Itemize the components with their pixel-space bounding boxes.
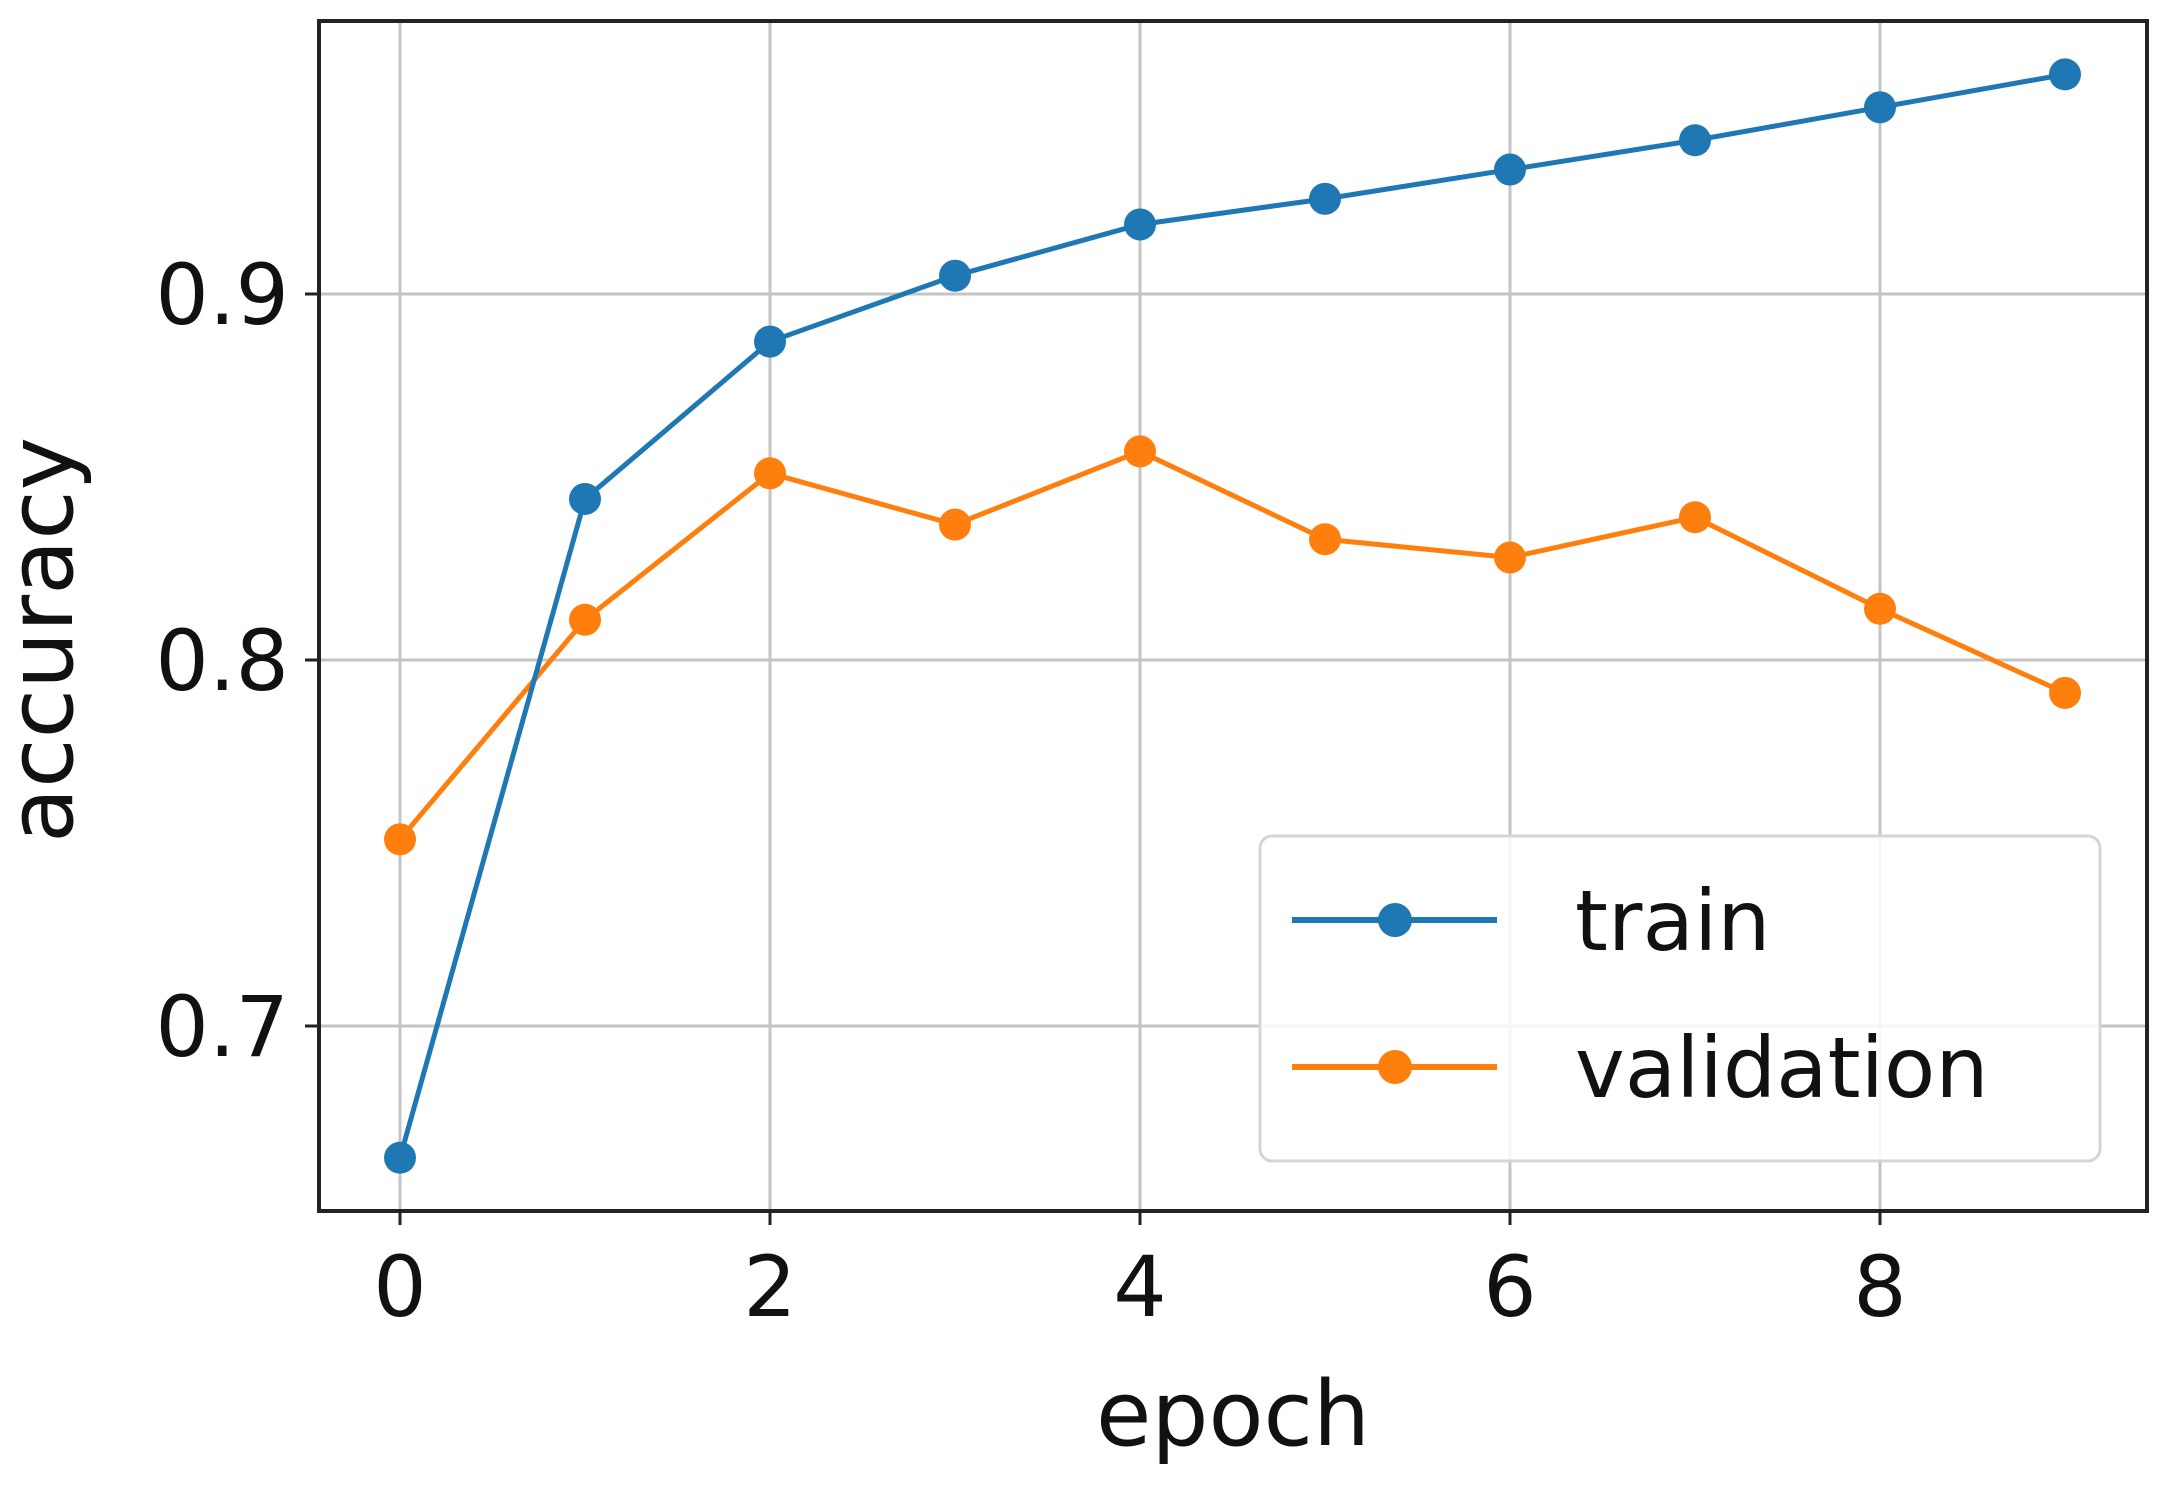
train-marker-icon <box>754 325 786 358</box>
train-marker-icon <box>939 259 971 292</box>
train-marker-icon <box>1864 91 1896 124</box>
x-tick-label: 4 <box>1113 1238 1166 1336</box>
y-axis-ticks: 0.7 0.8 0.9 <box>155 246 319 1076</box>
validation-marker-icon <box>384 823 416 856</box>
legend-train-marker-icon <box>1378 903 1412 937</box>
x-axis-ticks: 0 2 4 6 8 <box>373 1211 1907 1336</box>
validation-marker-icon <box>939 508 971 541</box>
legend: train validation <box>1258 834 2102 1163</box>
train-marker-icon <box>1494 153 1526 186</box>
validation-marker-icon <box>2049 676 2081 709</box>
validation-marker-icon <box>1494 541 1526 574</box>
legend-item-validation: validation <box>1292 1019 1989 1117</box>
x-axis-label: epoch <box>1096 1362 1370 1467</box>
legend-validation-label: validation <box>1575 1019 1989 1117</box>
legend-train-label: train <box>1575 872 1771 970</box>
x-tick-label: 2 <box>743 1238 796 1336</box>
y-tick-label: 0.8 <box>155 612 289 710</box>
train-marker-icon <box>1124 208 1156 241</box>
train-marker-icon <box>384 1141 416 1174</box>
train-marker-icon <box>1679 124 1711 157</box>
x-tick-label: 8 <box>1853 1238 1906 1336</box>
validation-line <box>398 448 2067 841</box>
plot-frame <box>317 19 2149 1213</box>
series-validation <box>384 435 2081 856</box>
train-marker-icon <box>2049 58 2081 91</box>
plot-series <box>384 58 2081 1174</box>
series-train <box>384 58 2081 1174</box>
train-marker-icon <box>1309 182 1341 215</box>
validation-marker-icon <box>1679 501 1711 534</box>
y-tick-label: 0.7 <box>155 978 289 1076</box>
legend-validation-marker-icon <box>1378 1050 1412 1084</box>
validation-marker-icon <box>569 603 601 636</box>
validation-marker-icon <box>754 457 786 490</box>
x-tick-label: 0 <box>373 1238 426 1336</box>
train-marker-icon <box>569 482 601 515</box>
legend-item-train: train <box>1292 872 1771 970</box>
validation-marker-icon <box>1864 592 1896 625</box>
train-line <box>397 71 2066 1159</box>
x-tick-label: 6 <box>1483 1238 1536 1336</box>
y-tick-label: 0.9 <box>155 246 289 344</box>
y-axis-label: accuracy <box>0 437 94 843</box>
validation-marker-icon <box>1124 435 1156 468</box>
validation-marker-icon <box>1309 523 1341 556</box>
